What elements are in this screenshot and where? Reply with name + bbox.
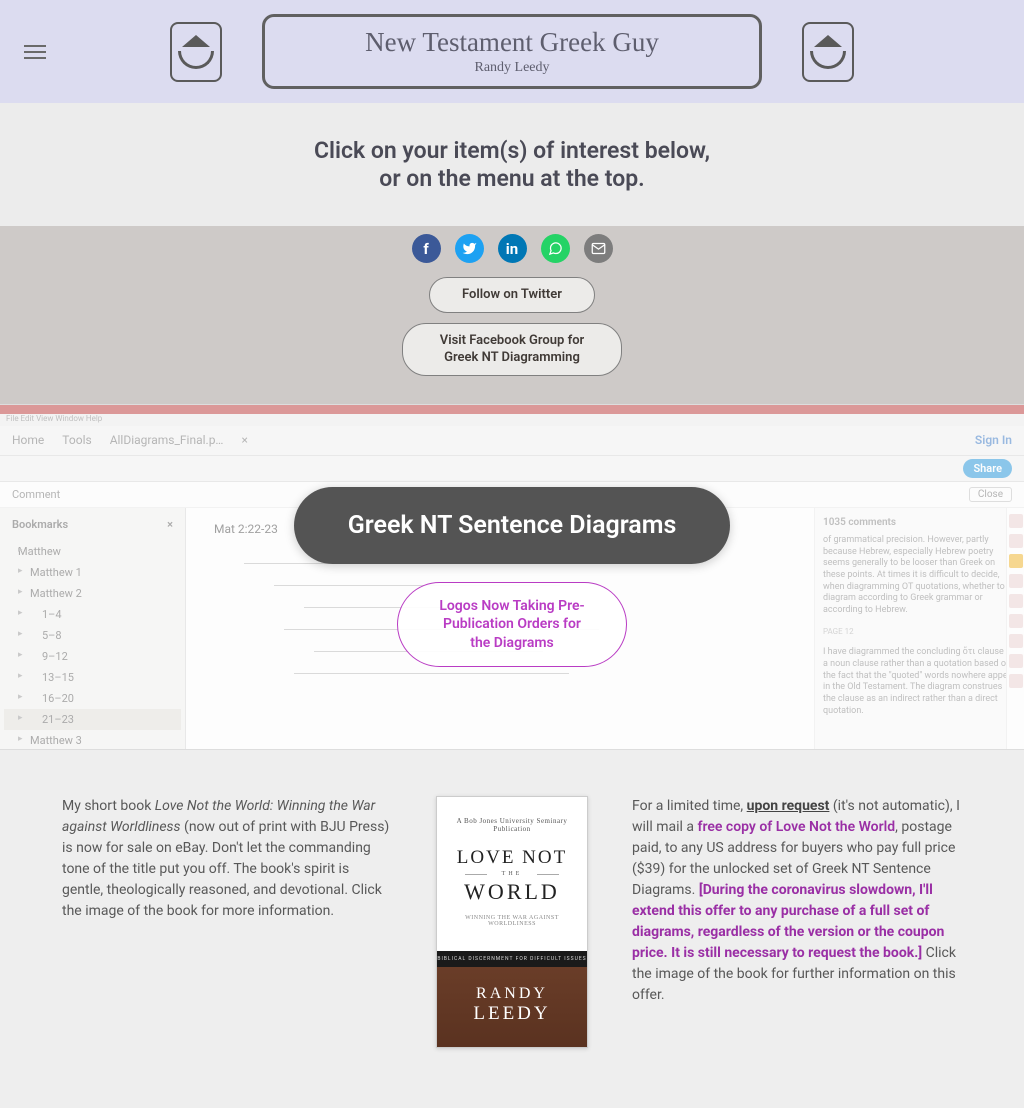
facebook-icon[interactable]: f — [412, 234, 441, 263]
book-tagline: WINNING THE WAR AGAINST WORLDLINESS — [447, 915, 577, 927]
page-title: New Testament Greek Guy — [285, 27, 739, 58]
mock-tab-file: AllDiagrams_Final.p… — [110, 433, 224, 447]
mock-bookmark-item: 13–15 — [4, 667, 181, 688]
book-title-2: WORLD — [447, 879, 577, 905]
mock-pdf-bg: File Edit View Window Help Home Tools Al… — [0, 405, 1024, 749]
mock-comments: 1035 comments of grammatical precision. … — [814, 508, 1024, 750]
mock-signin: Sign In — [975, 433, 1012, 447]
mock-bookmark-item: 21–23 — [4, 709, 181, 730]
book-title-1: LOVE NOT — [447, 847, 577, 869]
mock-bookmark-item: Matthew 3 — [4, 730, 181, 750]
mock-bookmark-item: Matthew 1 — [4, 562, 181, 583]
book-the: THE — [447, 871, 577, 877]
mock-share: Share — [963, 459, 1012, 478]
mock-tab-home: Home — [12, 433, 44, 447]
book-cover[interactable]: A Bob Jones University Seminary Publicat… — [436, 796, 588, 1048]
book-band: BIBLICAL DISCERNMENT FOR DIFFICULT ISSUE… — [437, 951, 587, 967]
mock-bookmark-item: 1–4 — [4, 604, 181, 625]
mock-tab-close: × — [241, 433, 247, 447]
greek-diagrams-pill[interactable]: Greek NT Sentence Diagrams — [294, 487, 731, 564]
book-text-left: My short book Love Not the World: Winnin… — [62, 796, 392, 1048]
mock-bookmark-item: Matthew — [4, 541, 181, 562]
header: New Testament Greek Guy Randy Leedy — [0, 0, 1024, 103]
logo-right — [802, 22, 854, 82]
mock-bookmarks: Bookmarks× MatthewMatthew 1Matthew 21–45… — [0, 508, 186, 750]
mock-comment: Comment — [12, 488, 60, 501]
mock-bookmark-item: Matthew 2 — [4, 583, 181, 604]
intro-text: Click on your item(s) of interest below,… — [0, 103, 1024, 226]
title-box: New Testament Greek Guy Randy Leedy — [262, 14, 762, 89]
linkedin-icon[interactable]: in — [498, 234, 527, 263]
page-subtitle: Randy Leedy — [285, 60, 739, 76]
menu-icon[interactable] — [24, 45, 46, 59]
book-publisher: A Bob Jones University Seminary Publicat… — [447, 817, 577, 833]
facebook-group-button[interactable]: Visit Facebook Group for Greek NT Diagra… — [402, 323, 622, 376]
social-icons: f in — [0, 234, 1024, 263]
diagram-hero[interactable]: File Edit View Window Help Home Tools Al… — [0, 404, 1024, 750]
share-section: f in Follow on Twitter Visit Facebook Gr… — [0, 226, 1024, 404]
twitter-icon[interactable] — [455, 234, 484, 263]
mock-bookmark-item: 9–12 — [4, 646, 181, 667]
mock-bookmark-item: 16–20 — [4, 688, 181, 709]
book-author-first: RANDY — [437, 985, 587, 1003]
intro-line2: or on the menu at the top. — [0, 165, 1024, 193]
mock-bookmark-item: 5–8 — [4, 625, 181, 646]
mock-close: Close — [969, 487, 1012, 502]
email-icon[interactable] — [584, 234, 613, 263]
book-section: My short book Love Not the World: Winnin… — [0, 750, 1024, 1108]
mock-tab-tools: Tools — [62, 433, 91, 447]
whatsapp-icon[interactable] — [541, 234, 570, 263]
intro-line1: Click on your item(s) of interest below, — [0, 137, 1024, 165]
book-author-last: LEEDY — [437, 1003, 587, 1025]
follow-twitter-button[interactable]: Follow on Twitter — [429, 277, 595, 313]
logo-left — [170, 22, 222, 82]
logos-preorder-pill[interactable]: Logos Now Taking Pre-Publication Orders … — [397, 582, 627, 667]
book-text-right: For a limited time, upon request (it's n… — [632, 796, 962, 1048]
